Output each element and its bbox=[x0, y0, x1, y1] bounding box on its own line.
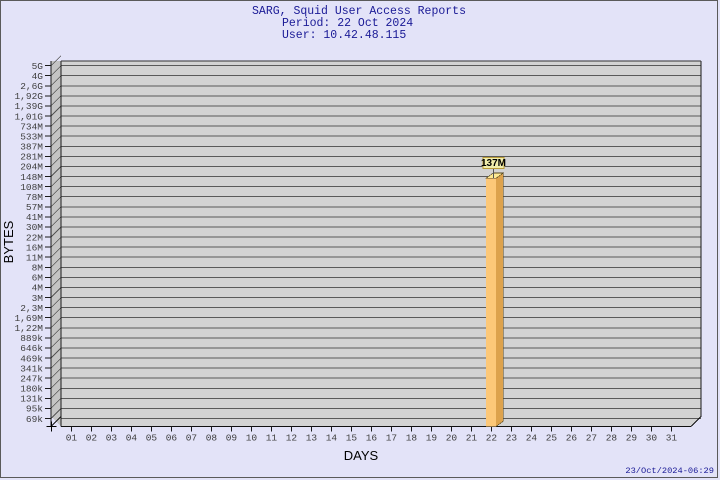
svg-text:19: 19 bbox=[426, 433, 438, 444]
svg-text:02: 02 bbox=[86, 433, 98, 444]
svg-text:26: 26 bbox=[566, 433, 578, 444]
svg-text:05: 05 bbox=[146, 433, 158, 444]
svg-text:BYTES: BYTES bbox=[1, 220, 16, 263]
svg-text:31: 31 bbox=[666, 433, 678, 444]
svg-text:10: 10 bbox=[246, 433, 258, 444]
svg-text:14: 14 bbox=[326, 433, 338, 444]
svg-text:08: 08 bbox=[206, 433, 218, 444]
svg-text:21: 21 bbox=[466, 433, 478, 444]
svg-text:22: 22 bbox=[486, 433, 498, 444]
svg-text:12: 12 bbox=[286, 433, 298, 444]
svg-text:09: 09 bbox=[226, 433, 238, 444]
svg-text:04: 04 bbox=[126, 433, 138, 444]
svg-text:27: 27 bbox=[586, 433, 597, 444]
svg-text:11: 11 bbox=[266, 433, 278, 444]
svg-text:69k: 69k bbox=[26, 414, 43, 425]
svg-text:28: 28 bbox=[606, 433, 618, 444]
svg-text:16: 16 bbox=[366, 433, 378, 444]
svg-text:13: 13 bbox=[306, 433, 318, 444]
svg-text:07: 07 bbox=[186, 433, 197, 444]
svg-text:17: 17 bbox=[386, 433, 397, 444]
svg-text:24: 24 bbox=[526, 433, 538, 444]
svg-text:01: 01 bbox=[66, 433, 78, 444]
svg-text:30: 30 bbox=[646, 433, 658, 444]
svg-text:DAYS: DAYS bbox=[344, 448, 379, 463]
svg-text:23: 23 bbox=[506, 433, 518, 444]
svg-text:15: 15 bbox=[346, 433, 358, 444]
svg-text:137M: 137M bbox=[481, 158, 506, 169]
svg-text:03: 03 bbox=[106, 433, 118, 444]
svg-text:23/Oct/2024-06:29: 23/Oct/2024-06:29 bbox=[625, 466, 714, 476]
svg-text:25: 25 bbox=[546, 433, 558, 444]
svg-text:18: 18 bbox=[406, 433, 418, 444]
svg-text:29: 29 bbox=[626, 433, 638, 444]
svg-text:06: 06 bbox=[166, 433, 178, 444]
svg-text:20: 20 bbox=[446, 433, 458, 444]
